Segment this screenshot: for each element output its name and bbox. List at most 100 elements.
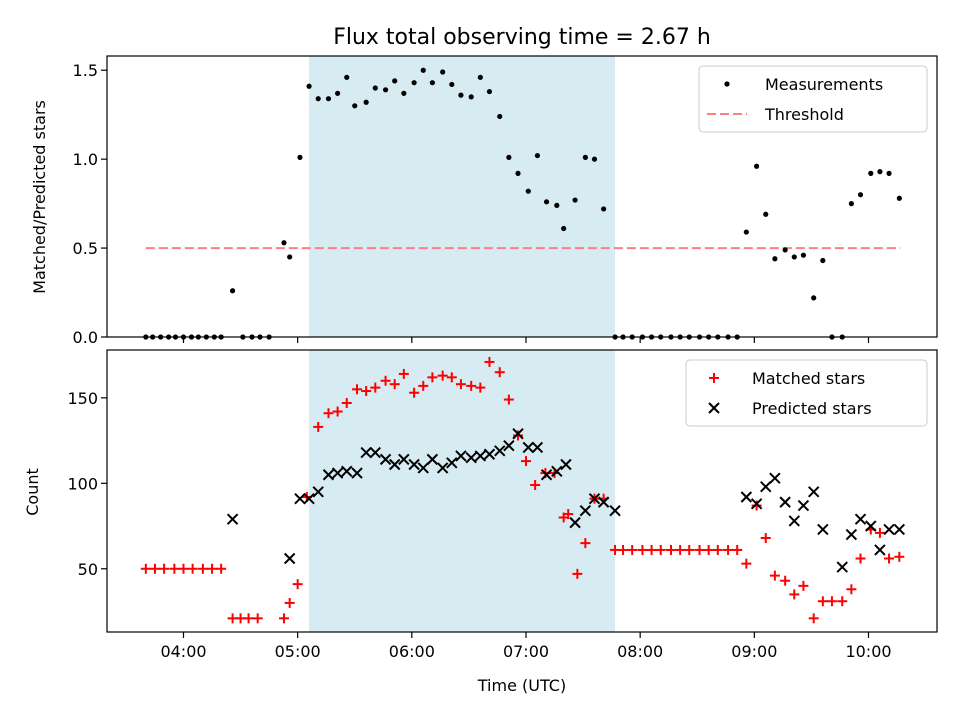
matched-star-point <box>808 613 819 624</box>
matched-star-point <box>665 544 676 555</box>
matched-star-point <box>712 544 723 555</box>
predicted-star-point <box>522 441 534 454</box>
x-tick-label: 06:00 <box>389 642 435 661</box>
measurement-point <box>429 80 435 86</box>
matched-star-point <box>178 563 189 574</box>
axes-frame <box>106 349 938 633</box>
legend-label: Measurements <box>765 75 883 94</box>
measurement-point <box>344 74 350 80</box>
measurement-point <box>543 199 550 205</box>
observing-window-span <box>309 350 616 632</box>
y-tick-label: 0.5 <box>73 239 98 258</box>
predicted-star-point <box>503 440 515 452</box>
matched-star-point <box>646 544 657 555</box>
x-tick-label: 04:00 <box>160 642 206 661</box>
matched-star-point <box>159 563 170 574</box>
measurement-point <box>525 188 531 194</box>
predicted-star-point <box>807 486 820 498</box>
predicted-star-point <box>750 498 763 510</box>
matched-star-point <box>703 544 714 555</box>
measurement-point <box>800 252 807 258</box>
matched-star-point <box>694 544 705 555</box>
matched-star-point <box>437 370 448 381</box>
matched-star-point <box>409 387 420 398</box>
predicted-star-point <box>465 451 477 464</box>
matched-star-point <box>243 613 254 624</box>
measurement-point <box>325 96 332 102</box>
predicted-star-point <box>883 523 895 536</box>
predicted-star-point <box>283 552 296 565</box>
measurement-point <box>382 87 389 93</box>
predicted-star-point <box>303 492 315 505</box>
predicted-star-point <box>588 492 601 505</box>
matched-star-point <box>341 397 352 408</box>
measurement-point <box>363 99 369 105</box>
matched-star-point <box>149 563 160 574</box>
predicted-star-point <box>226 513 239 525</box>
predicted-star-point <box>426 453 439 466</box>
predicted-star-point <box>760 481 772 493</box>
measurement-point <box>411 80 417 86</box>
matched-star-point <box>187 563 198 574</box>
x-tick-label: 10:00 <box>845 642 891 661</box>
predicted-star-point <box>379 453 392 466</box>
measurement-point <box>477 74 483 80</box>
predicted-star-point <box>779 496 791 508</box>
matched-star-point <box>760 533 771 543</box>
matched-star-point <box>855 553 866 564</box>
predicted-star-point <box>398 453 410 466</box>
matched-star-point <box>361 386 372 397</box>
legend-dot-icon <box>724 81 730 87</box>
predicted-star-point <box>455 450 467 462</box>
measurement-point <box>440 69 446 75</box>
legend-label: Predicted stars <box>752 399 872 418</box>
matched-star-point <box>389 379 400 390</box>
legend: Matched stars Predicted stars <box>685 359 928 427</box>
matched-star-point <box>530 480 541 491</box>
matched-star-point <box>252 613 263 624</box>
predicted-star-point <box>874 544 886 556</box>
predicted-star-point <box>865 520 877 532</box>
predicted-star-point <box>540 469 553 481</box>
matched-star-point <box>380 375 391 386</box>
predicted-star-point <box>854 513 867 525</box>
measurement-point <box>497 113 503 120</box>
x-tick-label: 09:00 <box>731 642 777 661</box>
predicted-star-point <box>436 462 449 474</box>
matched-star-point <box>817 596 828 607</box>
predicted-star-point <box>609 504 621 517</box>
predicted-star-point <box>740 491 753 503</box>
matched-star-point <box>323 408 334 419</box>
predicted-star-point <box>417 462 429 474</box>
measurement-point <box>335 90 341 96</box>
legend-label: Threshold <box>764 105 844 124</box>
predicted-star-point <box>551 465 563 478</box>
measurement-point <box>572 197 578 203</box>
predicted-star-point <box>769 472 781 484</box>
y-tick-label: 0.0 <box>73 328 98 347</box>
measurement-point <box>515 170 521 176</box>
matched-star-point <box>563 509 574 520</box>
matched-star-point <box>826 596 837 607</box>
matched-star-point <box>732 544 743 555</box>
matched-star-point <box>494 367 505 378</box>
measurement-point <box>372 85 378 91</box>
observing-window-span <box>309 56 616 337</box>
matched-star-point <box>284 597 295 608</box>
x-tick-label: 07:00 <box>503 642 549 661</box>
matched-star-point <box>769 570 780 581</box>
top-y-axis-label: Matched/Predicted stars <box>30 100 49 294</box>
measurement-point <box>315 96 321 102</box>
matched-star-point <box>874 527 885 538</box>
matched-star-point <box>313 421 324 432</box>
bottom-plot-area: 50 100 150 04:00 05:00 06:00 07:00 08:00 09:00 10… <box>67 349 938 661</box>
measurement-point <box>763 211 769 217</box>
matched-star-point <box>332 406 343 417</box>
legend-x-icon <box>708 402 720 414</box>
matched-star-point <box>837 596 848 607</box>
predicted-star-point <box>817 523 829 536</box>
matched-star-point <box>484 356 495 367</box>
measurement-point <box>486 88 493 95</box>
axes-frame <box>106 55 938 338</box>
predicted-star-point <box>893 523 906 536</box>
